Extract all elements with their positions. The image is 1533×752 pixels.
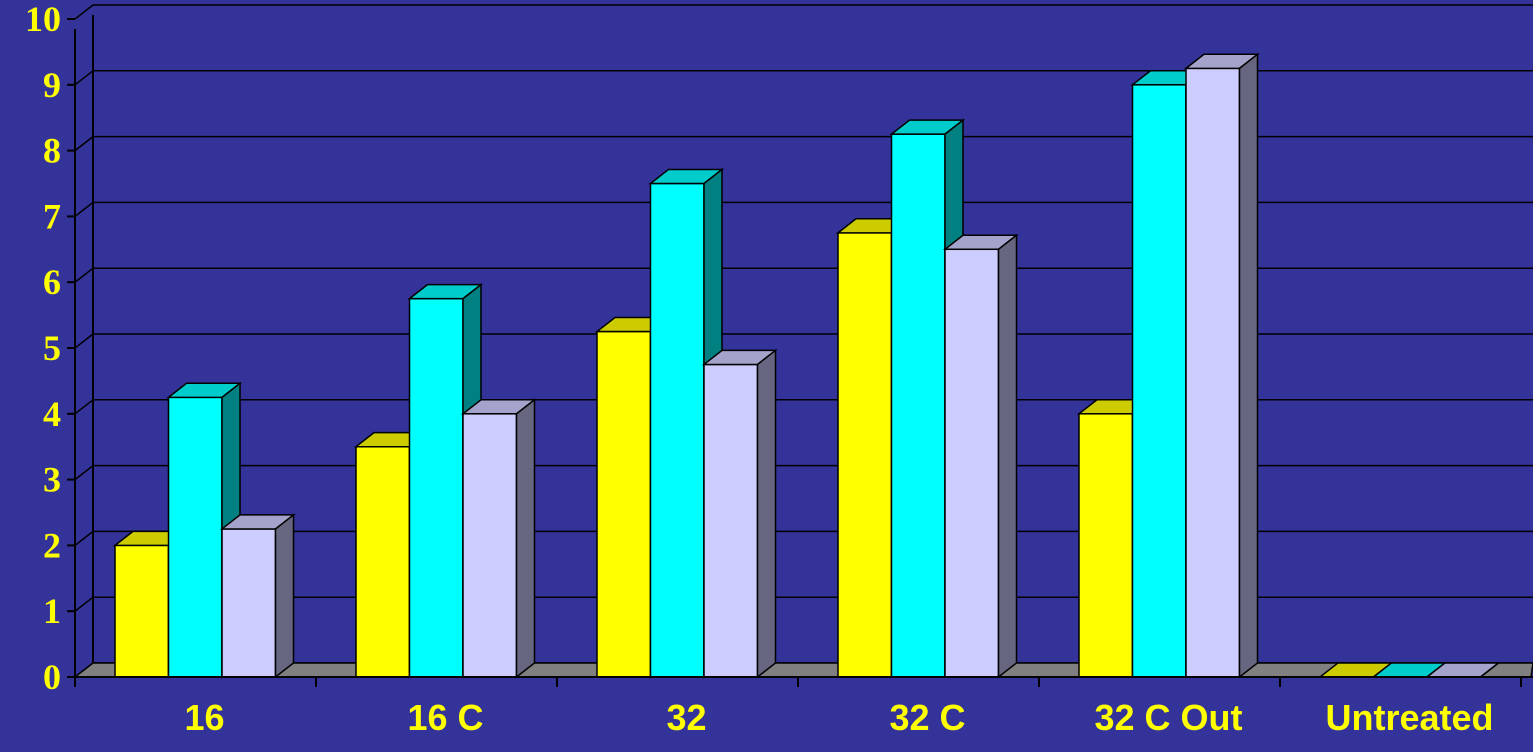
bar-front: [221, 528, 277, 678]
x-tick-label: 32 C: [889, 697, 965, 738]
y-tick-label: 7: [43, 196, 61, 236]
x-tick-label: 16: [184, 697, 224, 738]
bar-side: [756, 348, 777, 679]
y-tick-label: 0: [43, 657, 61, 697]
bar-front: [408, 297, 464, 678]
bar: [1183, 52, 1260, 679]
bar-side: [1238, 52, 1259, 679]
x-tick-label: 16 C: [407, 697, 483, 738]
bar: [942, 233, 1019, 679]
gridline-diagonal: [74, 267, 94, 283]
bar: [701, 348, 778, 679]
bar-front: [649, 182, 705, 678]
bar-front: [837, 232, 893, 678]
bar-side: [274, 513, 295, 679]
gridline-diagonal: [74, 70, 94, 86]
gridline-diagonal: [74, 530, 94, 547]
gridline-diagonal: [74, 4, 94, 20]
y-tick-label: 10: [25, 0, 61, 39]
x-tick-label: 32: [666, 697, 706, 738]
gridline-diagonal: [74, 399, 94, 415]
gridline-diagonal: [74, 136, 94, 152]
bar-front: [462, 413, 518, 678]
y-tick-label: 5: [43, 328, 61, 368]
bar-front: [596, 330, 652, 678]
x-tick-label: 32 C Out: [1094, 697, 1242, 738]
bar-side: [515, 398, 536, 679]
floor: [72, 662, 1533, 678]
axes: [67, 18, 1533, 687]
bar: [219, 513, 296, 679]
gridline-diagonal: [74, 596, 94, 612]
bar-front: [1185, 67, 1241, 678]
y-tick-label: 8: [43, 131, 61, 171]
bar-front: [944, 248, 1000, 678]
bar-side: [997, 233, 1018, 679]
bar: [1424, 662, 1501, 678]
y-tick-label: 9: [43, 65, 61, 105]
x-tick-label: Untreated: [1325, 697, 1493, 738]
bar-front: [167, 396, 223, 678]
bar-front: [1078, 413, 1134, 678]
floor-plane: [72, 662, 1533, 678]
gridline-diagonal: [74, 465, 94, 481]
bar-front: [355, 445, 411, 678]
y-tick-label: 1: [43, 591, 61, 631]
y-tick-label: 3: [43, 460, 61, 500]
y-tick-label: 6: [43, 262, 61, 302]
bar-front: [114, 544, 170, 678]
bars: [112, 52, 1501, 679]
bar-front: [890, 133, 946, 678]
bar-front: [703, 363, 759, 678]
gridline-diagonal: [74, 201, 94, 218]
bar-front: [1131, 84, 1187, 678]
bar-side: [1480, 662, 1499, 678]
tick-labels: 0 1 2 3 4 5 6 7 8 9 10 16 16 C 32 32 C 32 C Out Untreate…: [25, 0, 1494, 738]
y-tick-label: 4: [43, 394, 61, 434]
gridline-diagonal: [74, 333, 94, 349]
y-tick-label: 2: [43, 525, 61, 565]
bar: [460, 398, 537, 679]
